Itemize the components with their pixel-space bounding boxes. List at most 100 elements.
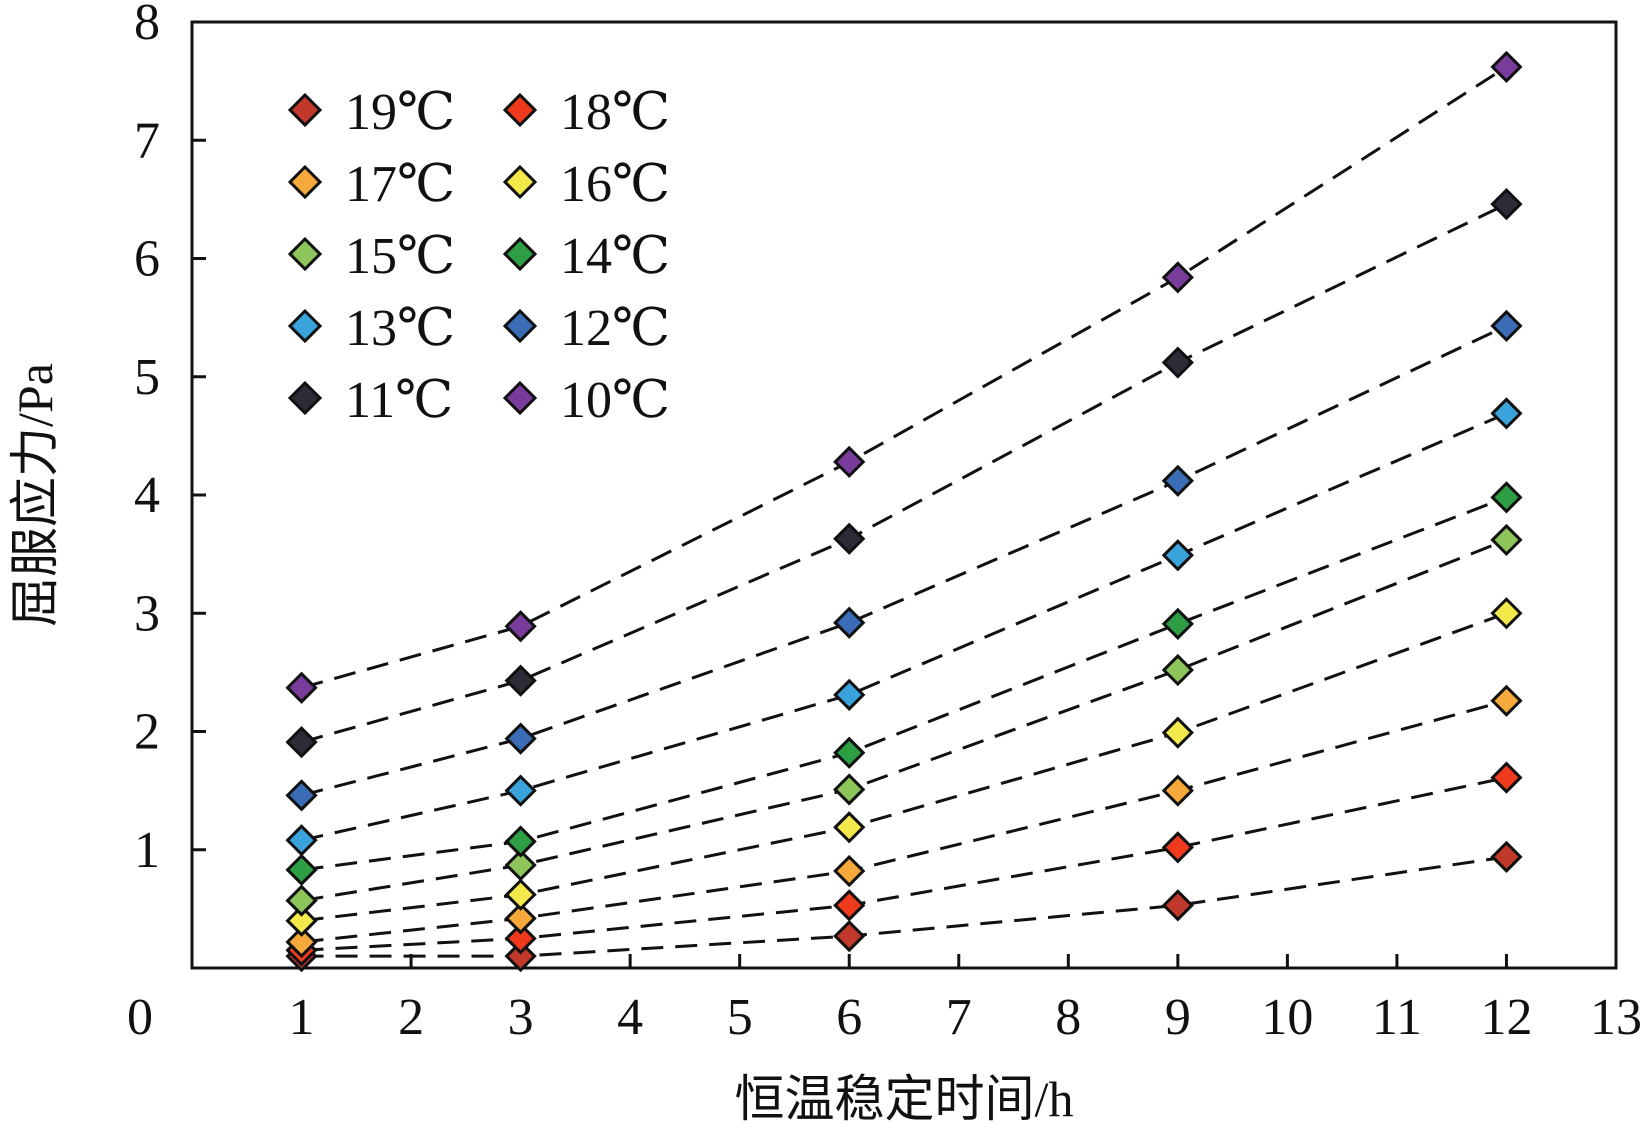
data-point bbox=[285, 853, 318, 886]
y-tick-label: 3 bbox=[134, 585, 160, 642]
legend: 19℃ 18℃ 17℃ 16℃ 15℃ 14℃ 13℃ 12℃ 11℃ 10℃ bbox=[287, 84, 670, 429]
series-line bbox=[301, 412, 1508, 842]
legend-label: 10℃ bbox=[560, 372, 670, 429]
data-point bbox=[1490, 523, 1523, 557]
legend-label: 13℃ bbox=[345, 300, 455, 357]
x-axis-label: 恒温稳定时间/h bbox=[735, 1071, 1074, 1127]
data-point bbox=[1490, 481, 1523, 514]
legend-label: 17℃ bbox=[345, 156, 455, 213]
data-point bbox=[833, 919, 866, 953]
x-tick-label: 2 bbox=[398, 989, 424, 1046]
data-point bbox=[1161, 774, 1194, 807]
data-point bbox=[1161, 607, 1194, 641]
data-point bbox=[285, 925, 318, 959]
data-point bbox=[833, 445, 866, 479]
x-tick-label: 7 bbox=[946, 989, 972, 1046]
y-tick-label: 4 bbox=[134, 467, 160, 524]
data-point bbox=[1161, 889, 1194, 922]
data-point bbox=[1161, 716, 1194, 749]
legend-label: 14℃ bbox=[560, 228, 670, 285]
data-point bbox=[285, 884, 318, 917]
data-point bbox=[504, 902, 537, 935]
data-point bbox=[1490, 761, 1523, 794]
data-point bbox=[1490, 309, 1523, 343]
legend-label: 15℃ bbox=[345, 228, 455, 285]
y-tick-label: 6 bbox=[134, 231, 160, 288]
data-point bbox=[833, 773, 866, 806]
data-point bbox=[504, 878, 537, 911]
data-point bbox=[504, 774, 537, 807]
legend-marker bbox=[502, 92, 538, 128]
x-tick-label: 12 bbox=[1480, 989, 1532, 1046]
data-point bbox=[833, 678, 866, 711]
series-lines bbox=[301, 65, 1508, 958]
data-point bbox=[833, 736, 866, 769]
legend-marker bbox=[287, 236, 323, 272]
y-tick-label: 8 bbox=[134, 0, 160, 51]
series-line bbox=[301, 776, 1507, 952]
data-point bbox=[1161, 539, 1194, 572]
legend-label: 16℃ bbox=[560, 156, 670, 213]
legend-marker bbox=[287, 92, 323, 128]
data-point bbox=[504, 610, 537, 643]
data-point bbox=[833, 522, 866, 555]
x-tick-label: 9 bbox=[1165, 989, 1191, 1046]
data-point bbox=[504, 825, 537, 858]
data-point bbox=[1161, 831, 1194, 864]
data-point bbox=[833, 606, 866, 639]
series-markers bbox=[285, 50, 1523, 973]
data-point bbox=[285, 904, 318, 937]
data-point bbox=[504, 664, 537, 697]
x-tick-label: 8 bbox=[1055, 989, 1081, 1046]
data-point bbox=[504, 849, 537, 882]
data-point bbox=[1161, 261, 1194, 294]
x-tick-label: 10 bbox=[1261, 989, 1313, 1046]
data-point bbox=[1490, 397, 1523, 430]
y-tick-label: 5 bbox=[134, 349, 160, 406]
x-tick-label: 4 bbox=[617, 989, 643, 1046]
data-point bbox=[1490, 187, 1523, 221]
x-tick-label: 11 bbox=[1372, 989, 1422, 1046]
x-origin-label: 0 bbox=[127, 989, 153, 1046]
series-line bbox=[301, 202, 1508, 744]
series-line bbox=[301, 495, 1508, 872]
data-point bbox=[1161, 346, 1194, 379]
data-point bbox=[285, 726, 318, 759]
series-line bbox=[301, 699, 1507, 944]
y-tick-label: 7 bbox=[134, 112, 160, 169]
data-point bbox=[1490, 840, 1523, 873]
legend-label: 11℃ bbox=[345, 372, 453, 429]
legend-label: 12℃ bbox=[560, 300, 670, 357]
series-line bbox=[301, 324, 1508, 797]
legend-marker bbox=[287, 380, 323, 416]
legend-marker bbox=[502, 308, 538, 344]
x-tick-label: 1 bbox=[289, 989, 315, 1046]
data-point bbox=[1490, 50, 1523, 84]
y-tick-label: 1 bbox=[134, 822, 160, 879]
data-point bbox=[504, 722, 537, 755]
data-point bbox=[1490, 597, 1523, 630]
y-axis-label: 屈服应力/Pa bbox=[7, 363, 63, 627]
axis-ticks bbox=[192, 138, 1508, 968]
data-point bbox=[833, 854, 866, 888]
data-point bbox=[833, 811, 866, 844]
series-line bbox=[301, 611, 1507, 923]
legend-marker bbox=[287, 308, 323, 344]
data-point bbox=[504, 940, 537, 973]
legend-marker bbox=[502, 236, 538, 272]
data-point bbox=[1161, 653, 1194, 687]
data-point bbox=[285, 779, 318, 812]
data-point bbox=[1161, 464, 1194, 497]
series-line bbox=[301, 65, 1508, 690]
legend-marker bbox=[502, 164, 538, 200]
data-point bbox=[1490, 684, 1523, 717]
x-tick-label: 5 bbox=[727, 989, 753, 1046]
x-tick-label: 6 bbox=[836, 989, 862, 1046]
legend-label: 19℃ bbox=[345, 84, 455, 141]
x-tick-label: 13 bbox=[1590, 989, 1642, 1046]
data-point bbox=[504, 922, 537, 955]
legend-marker bbox=[287, 164, 323, 200]
legend-marker bbox=[502, 380, 538, 416]
